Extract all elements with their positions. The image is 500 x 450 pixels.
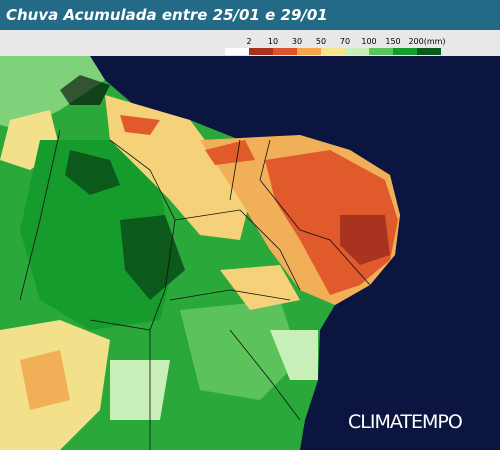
legend-swatch <box>249 48 273 55</box>
legend-swatch <box>321 48 345 55</box>
title: Chuva Acumulada entre 25/01 e 29/01 <box>6 6 328 24</box>
legend-swatch <box>417 48 441 55</box>
rain-zone <box>205 140 255 165</box>
legend-swatch <box>273 48 297 55</box>
legend-label: 50 <box>316 37 326 46</box>
legend-swatch <box>225 48 249 55</box>
watermark: CLIMATEMPO <box>348 411 462 433</box>
legend-swatch <box>369 48 393 55</box>
legend-label: 100 <box>361 37 376 46</box>
rain-zone <box>110 360 170 420</box>
legend-label: 30 <box>292 37 302 46</box>
legend-label: 10 <box>268 37 278 46</box>
legend-label: 70 <box>340 37 350 46</box>
rain-zone <box>270 330 318 380</box>
rain-zone <box>65 150 120 195</box>
rain-zone <box>20 350 70 410</box>
rain-zone <box>340 215 390 265</box>
rain-zone <box>220 265 300 310</box>
legend-label: 150 <box>385 37 400 46</box>
legend-label: 2 <box>246 37 251 46</box>
rain-zone <box>120 115 160 135</box>
rain-zone <box>180 300 300 400</box>
legend-label: 200(mm) <box>408 37 445 46</box>
legend: 2 10 30 50 70 100 150 200(mm) <box>225 37 446 55</box>
legend-swatch <box>345 48 369 55</box>
rain-zone <box>120 215 185 300</box>
map <box>0 56 500 450</box>
rain-zone <box>0 56 105 130</box>
state-borders <box>19 129 371 450</box>
legend-swatch <box>297 48 321 55</box>
islands <box>60 75 110 105</box>
title-bar <box>0 0 500 30</box>
legend-swatch <box>393 48 417 55</box>
